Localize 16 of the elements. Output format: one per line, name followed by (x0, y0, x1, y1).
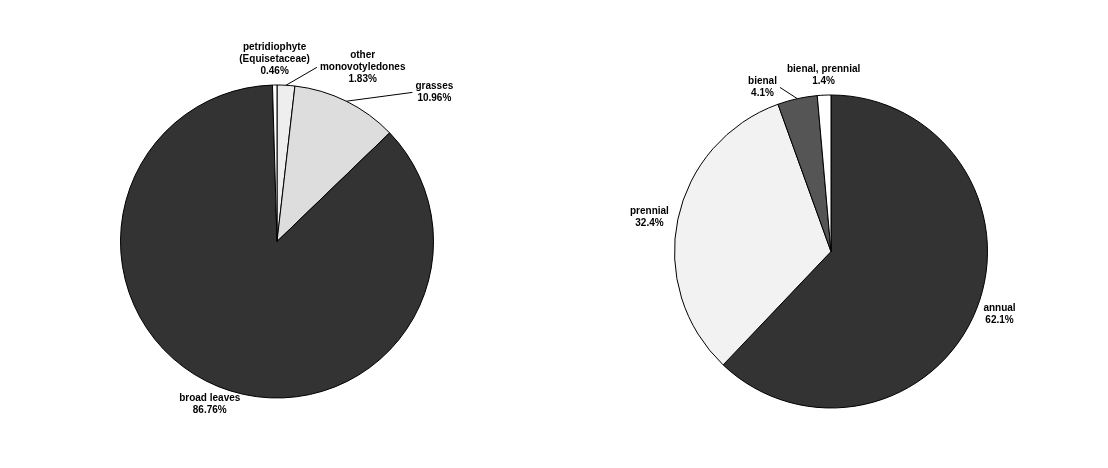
slice-label: bienal (748, 75, 778, 87)
slice-label: broad leaves (179, 391, 241, 403)
data-label: 10.96% (417, 92, 452, 104)
slice-label: bienal, prennial (786, 62, 861, 74)
slice-label: prennial (629, 204, 670, 216)
data-label: 1.83% (348, 73, 377, 85)
slice-label: petridiophyte (Equisetaceae) (239, 40, 310, 64)
data-label: 4.1% (751, 87, 774, 99)
data-label: 86.76% (192, 403, 227, 415)
slice-label: annual (983, 301, 1016, 313)
data-label: 62.1% (985, 313, 1014, 325)
slice-label: grasses (415, 80, 454, 92)
slice-label: other monovotyledones (319, 49, 406, 73)
data-label: 0.46% (260, 64, 289, 76)
data-label: 32.4% (635, 216, 664, 228)
data-label: 1.4% (812, 74, 836, 86)
